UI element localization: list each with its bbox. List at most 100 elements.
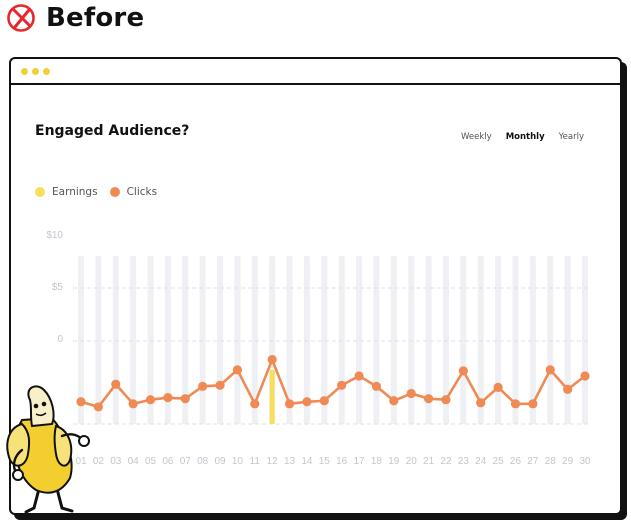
- y-tick-label: $10: [46, 230, 63, 241]
- banana-mascot-illustration: [6, 385, 90, 514]
- clicks-point: [250, 399, 260, 409]
- tab-weekly[interactable]: Weekly: [461, 132, 492, 142]
- clicks-point: [528, 399, 538, 409]
- clicks-point: [354, 371, 364, 381]
- chart-legend: Earnings Clicks: [35, 186, 157, 198]
- clicks-point: [563, 384, 573, 395]
- x-tick-label: 14: [301, 456, 313, 467]
- clicks-point: [93, 402, 103, 412]
- x-tick-label: 11: [250, 456, 261, 467]
- grid-stripe: [425, 256, 432, 424]
- x-tick-label: 23: [458, 456, 470, 467]
- x-tick-label: 28: [545, 456, 557, 467]
- clicks-point: [389, 396, 399, 406]
- clicks-point: [319, 396, 329, 406]
- clicks-point: [180, 394, 190, 404]
- clicks-point: [510, 399, 521, 409]
- x-tick-label: 12: [267, 456, 279, 467]
- legend-swatch-clicks: [109, 187, 120, 197]
- window-dot[interactable]: [43, 67, 50, 75]
- browser-window: Engaged Audience? Weekly Monthly Yearly …: [9, 57, 622, 515]
- x-tick-label: 02: [93, 456, 105, 467]
- earnings-bar: [269, 370, 275, 424]
- grid-stripe: [95, 256, 102, 424]
- grid-stripe: [199, 256, 206, 424]
- grid-stripe: [408, 256, 415, 424]
- x-tick-label: 13: [284, 456, 296, 467]
- x-tick-label: 30: [579, 456, 591, 467]
- grid-stripe: [286, 256, 293, 424]
- grid-stripe: [547, 256, 554, 424]
- grid-stripe: [112, 256, 119, 424]
- clicks-point: [267, 354, 277, 365]
- clicks-point: [111, 379, 121, 389]
- clicks-line: [80, 358, 586, 409]
- tab-yearly[interactable]: Yearly: [558, 132, 584, 142]
- y-tick-label: 0: [57, 334, 63, 345]
- card-title: Engaged Audience?: [35, 123, 190, 139]
- grid-stripe: [356, 256, 363, 424]
- x-tick-label: 06: [162, 456, 174, 467]
- x-tick-label: 05: [145, 456, 157, 467]
- clicks-point: [215, 380, 225, 390]
- clicks-point: [302, 397, 312, 407]
- x-tick-label: 22: [440, 456, 452, 467]
- window-titlebar: [11, 59, 620, 85]
- grid-stripe: [182, 256, 189, 424]
- grid-stripe: [78, 256, 84, 424]
- x-tick-label: 18: [371, 456, 383, 467]
- window-dot[interactable]: [21, 67, 28, 75]
- clicks-point: [406, 388, 416, 399]
- line-chart: $10 $5 0 01 02 03 04 05 06 07 08 09 10 11 12 13 14 15 16 17…: [46, 230, 591, 467]
- grid-stripe: [217, 256, 224, 424]
- grid-stripe: [477, 256, 484, 424]
- clicks-point: [163, 393, 173, 403]
- x-tick-label: 21: [423, 456, 435, 467]
- tab-monthly[interactable]: Monthly: [505, 132, 545, 142]
- grid-stripe: [130, 256, 137, 424]
- legend-item-earnings[interactable]: Earnings: [35, 186, 98, 198]
- grid-stripe: [460, 256, 467, 424]
- x-tick-label: 01: [75, 456, 87, 467]
- grid-stripe: [582, 256, 588, 424]
- clicks-point: [198, 381, 208, 391]
- x-circle-icon: [7, 4, 35, 32]
- x-tick-label: 24: [475, 456, 487, 467]
- x-tick-label: 16: [336, 456, 348, 467]
- x-tick-label: 19: [388, 456, 400, 467]
- window-dot[interactable]: [32, 67, 39, 75]
- clicks-point: [476, 398, 486, 408]
- range-tabs: Weekly Monthly Yearly: [461, 132, 584, 142]
- legend-item-clicks[interactable]: Clicks: [109, 186, 157, 198]
- clicks-point: [458, 366, 468, 376]
- clicks-point: [145, 395, 156, 405]
- grid-stripe: [147, 256, 154, 424]
- grid-stripe: [512, 256, 519, 424]
- x-tick-label: 10: [232, 456, 244, 467]
- grid-stripe: [234, 256, 241, 424]
- legend-swatch-earnings: [35, 187, 45, 197]
- clicks-point: [284, 399, 295, 409]
- clicks-point: [76, 397, 86, 407]
- x-tick-label: 15: [319, 456, 331, 467]
- grid-stripe: [321, 256, 328, 424]
- grid-stripe: [495, 256, 502, 424]
- x-tick-label: 08: [197, 456, 209, 467]
- x-tick-label: 03: [110, 456, 122, 467]
- x-tick-label: 25: [493, 456, 505, 467]
- grid-stripe: [164, 256, 171, 424]
- clicks-point: [580, 371, 590, 381]
- heading-text: Before: [46, 3, 145, 33]
- x-tick-label: 17: [354, 456, 366, 467]
- clicks-point: [423, 394, 434, 404]
- grid-stripe: [529, 256, 536, 424]
- grid-stripe: [303, 256, 310, 424]
- heading: Before: [6, 2, 144, 34]
- x-tick-label: 07: [180, 456, 192, 467]
- clicks-point: [128, 399, 138, 409]
- x-tick-label: 20: [406, 456, 418, 467]
- y-tick-label: $5: [52, 282, 64, 293]
- grid-stripe: [373, 256, 380, 424]
- clicks-point: [371, 381, 382, 391]
- x-tick-label: 09: [214, 456, 226, 467]
